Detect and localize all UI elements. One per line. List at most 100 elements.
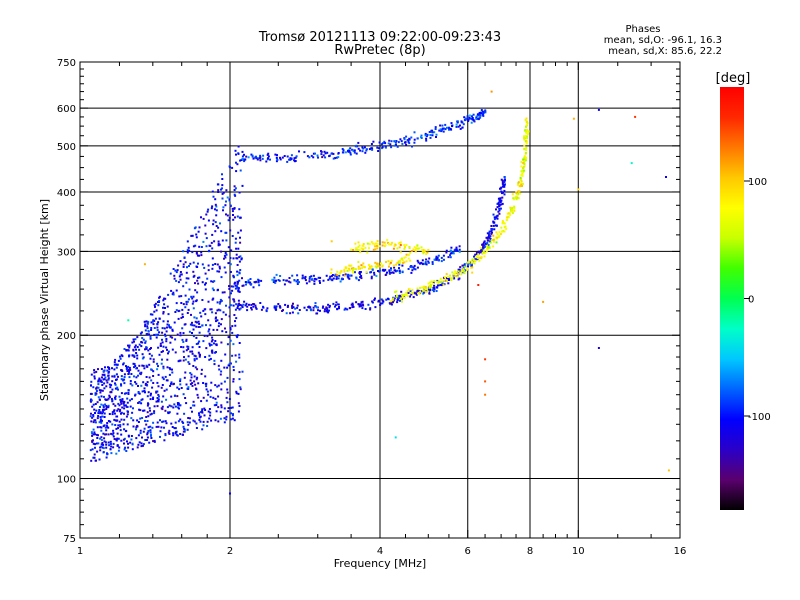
- trace-echo-point: [402, 294, 404, 297]
- trace-echo-point: [275, 156, 278, 159]
- spread-echo-point: [165, 340, 168, 343]
- spread-echo-point: [194, 282, 196, 285]
- spread-echo-point: [220, 230, 223, 233]
- spread-echo-point: [215, 209, 218, 212]
- spread-echo-point: [129, 380, 132, 382]
- spread-echo-point: [182, 265, 185, 268]
- spread-echo-point: [117, 437, 120, 440]
- spread-echo-point: [197, 262, 199, 265]
- trace-echo-point: [425, 289, 428, 292]
- spread-echo-point: [142, 409, 145, 412]
- trace-echo-point: [435, 258, 438, 261]
- spread-echo-point: [114, 424, 117, 426]
- trace-echo-point: [503, 222, 506, 225]
- spread-echo-point: [141, 353, 144, 356]
- trace-echo-point: [391, 271, 394, 274]
- trace-echo-point: [393, 266, 396, 269]
- trace-echo-point: [523, 136, 526, 139]
- spread-echo-point: [90, 412, 92, 415]
- spread-echo-point: [211, 247, 214, 250]
- trace-echo-point: [523, 163, 526, 165]
- trace-echo-point: [439, 277, 442, 280]
- trace-echo-point: [477, 253, 480, 256]
- trace-echo-point: [421, 259, 424, 262]
- spread-echo-point: [227, 364, 230, 367]
- trace-echo-point: [376, 242, 379, 245]
- spread-echo-point: [153, 410, 156, 413]
- spread-echo-point: [108, 383, 111, 386]
- spread-echo-point: [114, 383, 117, 386]
- spread-echo-point: [238, 405, 241, 407]
- spread-echo-point: [173, 427, 176, 430]
- trace-echo-point: [524, 135, 527, 137]
- spread-echo-point: [232, 380, 235, 383]
- spread-echo-point: [161, 341, 164, 344]
- trace-echo-point: [440, 130, 443, 133]
- trace-echo-point: [367, 303, 370, 306]
- trace-echo-point: [384, 142, 387, 145]
- spread-echo-point: [128, 370, 131, 373]
- spread-echo-point: [191, 234, 194, 237]
- spread-echo-point: [112, 429, 115, 432]
- spread-echo-point: [229, 257, 232, 259]
- trace-echo-point: [521, 169, 524, 172]
- spread-echo-point: [120, 418, 123, 421]
- spread-echo-point: [137, 369, 140, 372]
- spread-echo-point: [238, 353, 241, 356]
- spread-echo-point: [235, 257, 238, 260]
- spread-echo-point: [225, 200, 227, 203]
- spread-echo-point: [103, 437, 106, 440]
- trace-echo-point: [484, 111, 487, 114]
- spread-echo-point: [111, 399, 114, 402]
- spread-echo-point: [218, 270, 221, 273]
- trace-echo-point: [450, 122, 453, 125]
- spread-echo-point: [157, 425, 160, 428]
- spread-echo-point: [106, 369, 109, 372]
- isolated-echo-point: [572, 117, 575, 120]
- spread-echo-point: [140, 331, 143, 334]
- trace-echo-point: [385, 261, 387, 263]
- trace-echo-point: [435, 290, 438, 292]
- spread-echo-point: [141, 398, 144, 401]
- spread-echo-point: [197, 351, 200, 354]
- spread-echo-point: [159, 430, 162, 433]
- trace-echo-point: [480, 112, 483, 115]
- trace-echo-point: [498, 199, 501, 202]
- spread-echo-point: [227, 336, 230, 339]
- trace-echo-point: [399, 244, 402, 246]
- trace-echo-point: [523, 148, 526, 151]
- trace-echo-point: [265, 310, 268, 313]
- spread-echo-point: [184, 306, 187, 309]
- trace-echo-point: [339, 280, 342, 283]
- spread-echo-point: [131, 442, 134, 445]
- spread-echo-point: [179, 418, 182, 421]
- trace-echo-point: [388, 263, 391, 266]
- trace-echo-point: [328, 304, 331, 307]
- trace-echo-point: [393, 140, 396, 143]
- trace-echo-point: [518, 190, 521, 193]
- spread-echo-point: [136, 354, 139, 357]
- spread-echo-point: [178, 295, 181, 298]
- spread-echo-point: [100, 445, 103, 448]
- trace-echo-point: [473, 262, 476, 265]
- spread-echo-point: [101, 419, 103, 422]
- spread-echo-point: [112, 403, 115, 406]
- trace-echo-point: [436, 257, 439, 260]
- spread-echo-point: [211, 298, 214, 301]
- trace-echo-point: [338, 307, 340, 310]
- trace-echo-point: [520, 181, 523, 184]
- trace-echo-point: [403, 261, 406, 264]
- trace-echo-point: [499, 233, 502, 235]
- trace-echo-point: [325, 309, 328, 312]
- trace-echo-point: [246, 281, 249, 284]
- trace-echo-point: [405, 253, 408, 256]
- trace-echo-point: [503, 230, 506, 233]
- spread-echo-point: [176, 333, 179, 336]
- spread-echo-point: [137, 385, 139, 387]
- spread-echo-point: [215, 401, 218, 404]
- spread-echo-point: [121, 400, 124, 403]
- trace-echo-point: [389, 300, 392, 303]
- spread-echo-point: [214, 312, 217, 315]
- trace-echo-point: [359, 273, 362, 276]
